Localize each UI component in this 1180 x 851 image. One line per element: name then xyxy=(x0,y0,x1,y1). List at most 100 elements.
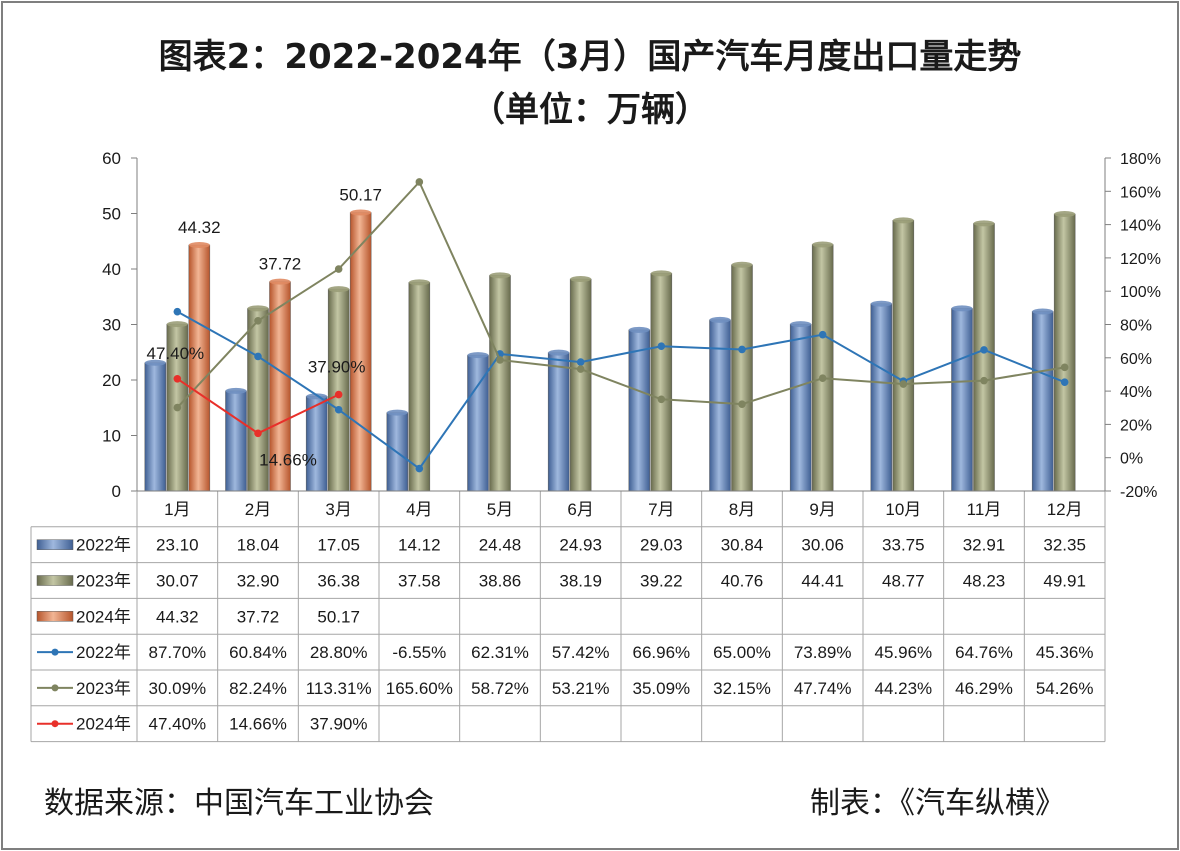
bar-2023年 xyxy=(489,275,511,492)
line-point-2024年 xyxy=(173,374,182,383)
table-cell: 82.24% xyxy=(229,679,287,698)
line-point-2023年 xyxy=(980,376,988,385)
table-cell: 47.74% xyxy=(794,679,852,698)
table-cell: 60.84% xyxy=(229,643,287,662)
x-axis-tick-label: 2月 xyxy=(245,500,271,519)
x-axis-tick-label: 7月 xyxy=(648,500,674,519)
table-cell: 58.72% xyxy=(471,679,529,698)
table-cell: 24.48 xyxy=(479,536,522,555)
line-point-2023年 xyxy=(254,316,262,325)
table-cell: -6.55% xyxy=(392,643,446,662)
bar-top-2022年 xyxy=(870,300,892,307)
x-axis-tick-label: 12月 xyxy=(1047,500,1083,519)
legend-entry: 2023年 xyxy=(76,679,131,698)
line-point-2023年 xyxy=(818,374,827,383)
table-cell: 53.21% xyxy=(552,679,610,698)
table-cell: 50.17 xyxy=(317,607,360,626)
right-axis-tick-label: 120% xyxy=(1120,251,1161,268)
x-axis-tick-label: 11月 xyxy=(967,500,1002,519)
right-axis-tick-label: 20% xyxy=(1120,417,1152,434)
table-cell: 44.32 xyxy=(156,607,199,626)
bar-top-2023年 xyxy=(812,241,834,248)
bar-2022年 xyxy=(144,362,167,492)
table-cell: 47.40% xyxy=(148,715,206,734)
table-cell: 18.04 xyxy=(237,536,280,555)
bar-top-2024年 xyxy=(188,242,210,249)
bar-top-2024年 xyxy=(350,209,372,216)
bar-2023年 xyxy=(731,264,753,492)
bar-top-2023年 xyxy=(650,270,672,277)
table-cell: 17.05 xyxy=(317,536,360,555)
bar-top-2023年 xyxy=(247,305,269,312)
x-axis-tick-label: 6月 xyxy=(567,500,593,519)
right-axis-tick-label: 60% xyxy=(1120,351,1152,368)
bar-data-label: 50.17 xyxy=(339,186,382,205)
left-axis-tick-label: 40 xyxy=(102,260,121,279)
table-cell: 44.41 xyxy=(801,572,844,591)
line-point-2022年 xyxy=(254,352,262,361)
bar-top-2022年 xyxy=(144,359,166,366)
line-data-label: 14.66% xyxy=(259,450,317,469)
table-cell: 45.96% xyxy=(874,643,932,662)
bar-2022年 xyxy=(305,396,328,492)
right-axis-tick-label: 40% xyxy=(1120,384,1152,401)
bar-top-2023年 xyxy=(1054,210,1076,217)
line-point-2022年 xyxy=(334,405,343,414)
legend-entry: 2022年 xyxy=(76,536,131,555)
right-axis-tick-label: 160% xyxy=(1120,184,1161,201)
table-cell: 87.70% xyxy=(148,643,206,662)
table-cell: 32.91 xyxy=(963,536,1006,555)
table-cell: 48.23 xyxy=(963,572,1006,591)
legend-entry: 2024年 xyxy=(76,607,131,626)
line-point-2023年 xyxy=(1060,363,1069,372)
bar-top-2022年 xyxy=(951,305,973,312)
bar-top-2022年 xyxy=(386,409,408,416)
line-point-2023年 xyxy=(334,265,343,273)
table-cell: 28.80% xyxy=(310,643,368,662)
bar-2023年 xyxy=(973,223,995,492)
x-axis-tick-label: 8月 xyxy=(729,500,755,519)
bar-top-2023年 xyxy=(328,286,350,293)
bar-2022年 xyxy=(225,390,247,492)
x-axis-tick-label: 10月 xyxy=(885,500,921,519)
line-point-2023年 xyxy=(415,178,424,186)
table-cell: 49.91 xyxy=(1043,572,1086,591)
right-axis-tick-label: -20% xyxy=(1120,484,1157,501)
table-cell: 73.89% xyxy=(794,643,852,662)
table-cell: 46.29% xyxy=(955,679,1013,698)
bar-top-2023年 xyxy=(892,217,914,224)
line-point-2023年 xyxy=(576,365,585,373)
table-cell: 24.93 xyxy=(559,536,602,555)
bar-top-2023年 xyxy=(166,321,188,328)
bar-top-2023年 xyxy=(973,220,995,227)
legend-key-bar-2024年 xyxy=(36,611,74,622)
bar-data-label: 44.32 xyxy=(178,218,221,237)
bar-top-2022年 xyxy=(467,352,489,359)
legend-entry: 2024年 xyxy=(76,715,131,734)
x-axis-tick-label: 4月 xyxy=(406,500,432,519)
line-point-2023年 xyxy=(657,395,666,404)
bar-top-2023年 xyxy=(408,279,430,286)
table-cell: 165.60% xyxy=(386,679,453,698)
legend-entry: 2023年 xyxy=(76,572,131,591)
left-axis-tick-label: 60 xyxy=(102,149,121,168)
table-cell: 14.12 xyxy=(398,536,441,555)
bar-data-label: 37.72 xyxy=(259,255,302,274)
legend-entry: 2022年 xyxy=(76,643,131,662)
table-cell: 29.03 xyxy=(640,536,683,555)
x-axis-tick-label: 3月 xyxy=(325,500,351,519)
table-cell: 32.35 xyxy=(1043,536,1086,555)
table-cell: 65.00% xyxy=(713,643,771,662)
line-point-2022年 xyxy=(1060,378,1069,386)
table-cell: 30.09% xyxy=(148,679,206,698)
legend-key-marker-2023年 xyxy=(51,684,59,692)
bar-top-2022年 xyxy=(709,316,731,323)
bar-top-2022年 xyxy=(1032,308,1054,315)
table-cell: 57.42% xyxy=(552,643,610,662)
left-axis-tick-label: 50 xyxy=(102,205,121,224)
table-cell: 40.76 xyxy=(721,572,764,591)
data-source: 数据来源：中国汽车工业协会 xyxy=(44,786,434,821)
table-cell: 32.15% xyxy=(713,679,771,698)
table-cell: 14.66% xyxy=(229,715,287,734)
